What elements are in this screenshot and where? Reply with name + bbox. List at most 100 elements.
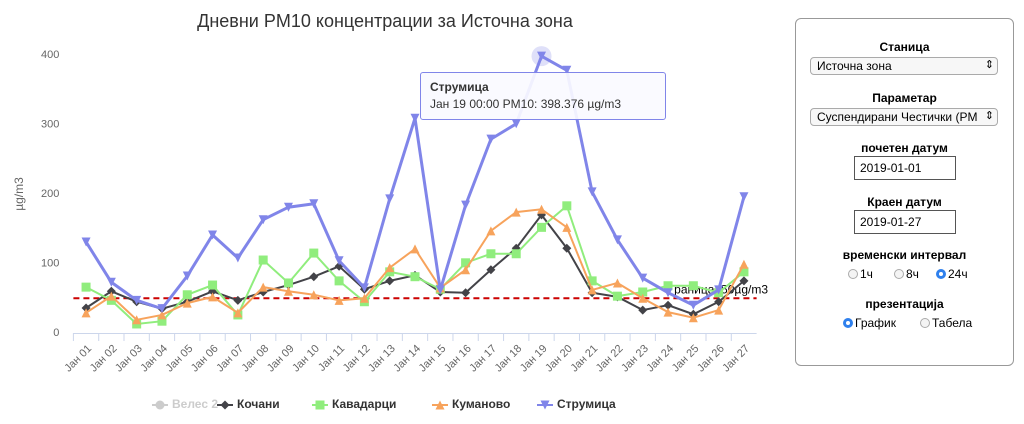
x-tick-label: Јан 27	[720, 343, 752, 375]
marker	[81, 308, 91, 318]
marker	[283, 202, 293, 212]
radio[interactable]: Табела	[920, 316, 972, 330]
radio-dot[interactable]	[843, 318, 853, 328]
marker	[638, 305, 648, 315]
legend-label: Велес 2	[172, 397, 218, 411]
radio-label: 24ч	[948, 267, 968, 281]
marker	[537, 222, 547, 232]
y-tick-label: 300	[41, 118, 59, 130]
radio[interactable]: 1ч	[848, 267, 873, 281]
control-panel: Станица Источна зона Параметар Суспендир…	[795, 18, 1014, 366]
marker	[739, 276, 749, 286]
radio-dot[interactable]	[894, 269, 904, 279]
tooltip-title: Струмица	[430, 80, 489, 94]
marker	[638, 287, 648, 297]
marker	[359, 283, 369, 293]
legend-label: Куманово	[452, 397, 510, 411]
x-tick-label: Јан 22	[594, 343, 626, 375]
x-tick-label: Јан 03	[113, 343, 145, 375]
marker	[486, 226, 496, 236]
marker	[334, 256, 344, 266]
marker	[638, 273, 648, 283]
marker	[208, 280, 218, 290]
marker	[587, 187, 597, 197]
parameter-select[interactable]: Суспендирани Честички (PM	[810, 108, 998, 126]
marker	[385, 276, 395, 286]
x-tick-label: Јан 05	[164, 343, 196, 375]
x-tick-label: Јан 19	[518, 343, 550, 375]
radio-dot[interactable]	[848, 269, 858, 279]
radio-dot[interactable]	[936, 269, 946, 279]
marker	[106, 286, 116, 296]
x-tick-label: Јан 10	[290, 343, 322, 375]
marker	[157, 316, 167, 326]
y-tick-label: 200	[41, 188, 59, 200]
radio-dot[interactable]	[920, 318, 930, 328]
marker	[486, 265, 496, 275]
x-tick-label: Јан 16	[442, 343, 474, 375]
marker	[540, 400, 550, 410]
marker	[587, 285, 597, 295]
y-tick-label: 100	[41, 257, 59, 269]
x-tick-label: Јан 12	[341, 343, 373, 375]
x-tick-label: Јан 01	[62, 343, 94, 375]
radio[interactable]: 8ч	[894, 267, 919, 281]
radio-label: График	[855, 316, 896, 330]
marker	[385, 194, 395, 204]
marker	[410, 244, 420, 254]
x-tick-label: Јан 04	[138, 343, 170, 375]
x-tick-label: Јан 24	[644, 343, 676, 375]
marker	[334, 276, 344, 286]
marker	[208, 292, 218, 302]
legend-label: Кавадарци	[332, 397, 396, 411]
end-input[interactable]: 2019-01-27	[854, 210, 956, 234]
marker	[663, 300, 673, 310]
marker	[410, 113, 420, 123]
start-input[interactable]: 2019-01-01	[854, 156, 956, 180]
label: Параметар	[872, 91, 937, 105]
marker	[182, 290, 192, 300]
x-tick-label: Јан 25	[670, 343, 702, 375]
label: презентација	[865, 297, 944, 311]
marker	[688, 281, 698, 291]
x-tick-label: Јан 23	[619, 343, 651, 375]
radio[interactable]: График	[843, 316, 896, 330]
tooltip-text: Јан 19 00:00 PM10: 398.376 µg/m3	[430, 97, 621, 111]
y-tick-label: 400	[41, 49, 59, 61]
marker	[461, 200, 471, 210]
x-tick-label: Јан 14	[391, 343, 423, 375]
station-select[interactable]: Источна зона	[810, 57, 998, 75]
radio-label: 1ч	[860, 267, 873, 281]
marker	[315, 400, 325, 410]
x-tick-label: Јан 26	[695, 343, 727, 375]
marker	[461, 258, 471, 268]
marker	[220, 400, 230, 410]
marker	[258, 215, 268, 225]
marker	[283, 286, 293, 296]
marker	[182, 271, 192, 281]
radio[interactable]: 24ч	[936, 267, 968, 281]
marker	[385, 263, 395, 273]
label: почетен датум	[861, 141, 948, 155]
x-tick-label: Јан 15	[417, 343, 449, 375]
legend-label: Струмица	[557, 397, 616, 411]
x-tick-label: Јан 07	[214, 343, 246, 375]
x-tick-label: Јан 06	[189, 343, 221, 375]
marker	[663, 281, 673, 291]
marker	[663, 307, 673, 317]
marker	[309, 199, 319, 209]
label: Краен датум	[867, 195, 942, 209]
marker	[612, 235, 622, 245]
marker	[714, 285, 724, 295]
marker	[511, 249, 521, 259]
marker	[208, 230, 218, 240]
label: временски интервал	[842, 248, 967, 262]
marker	[486, 134, 496, 144]
marker	[511, 119, 521, 129]
x-tick-label: Јан 11	[316, 343, 347, 374]
marker	[132, 295, 142, 305]
marker	[461, 265, 471, 275]
marker	[334, 295, 344, 305]
marker	[562, 201, 572, 211]
